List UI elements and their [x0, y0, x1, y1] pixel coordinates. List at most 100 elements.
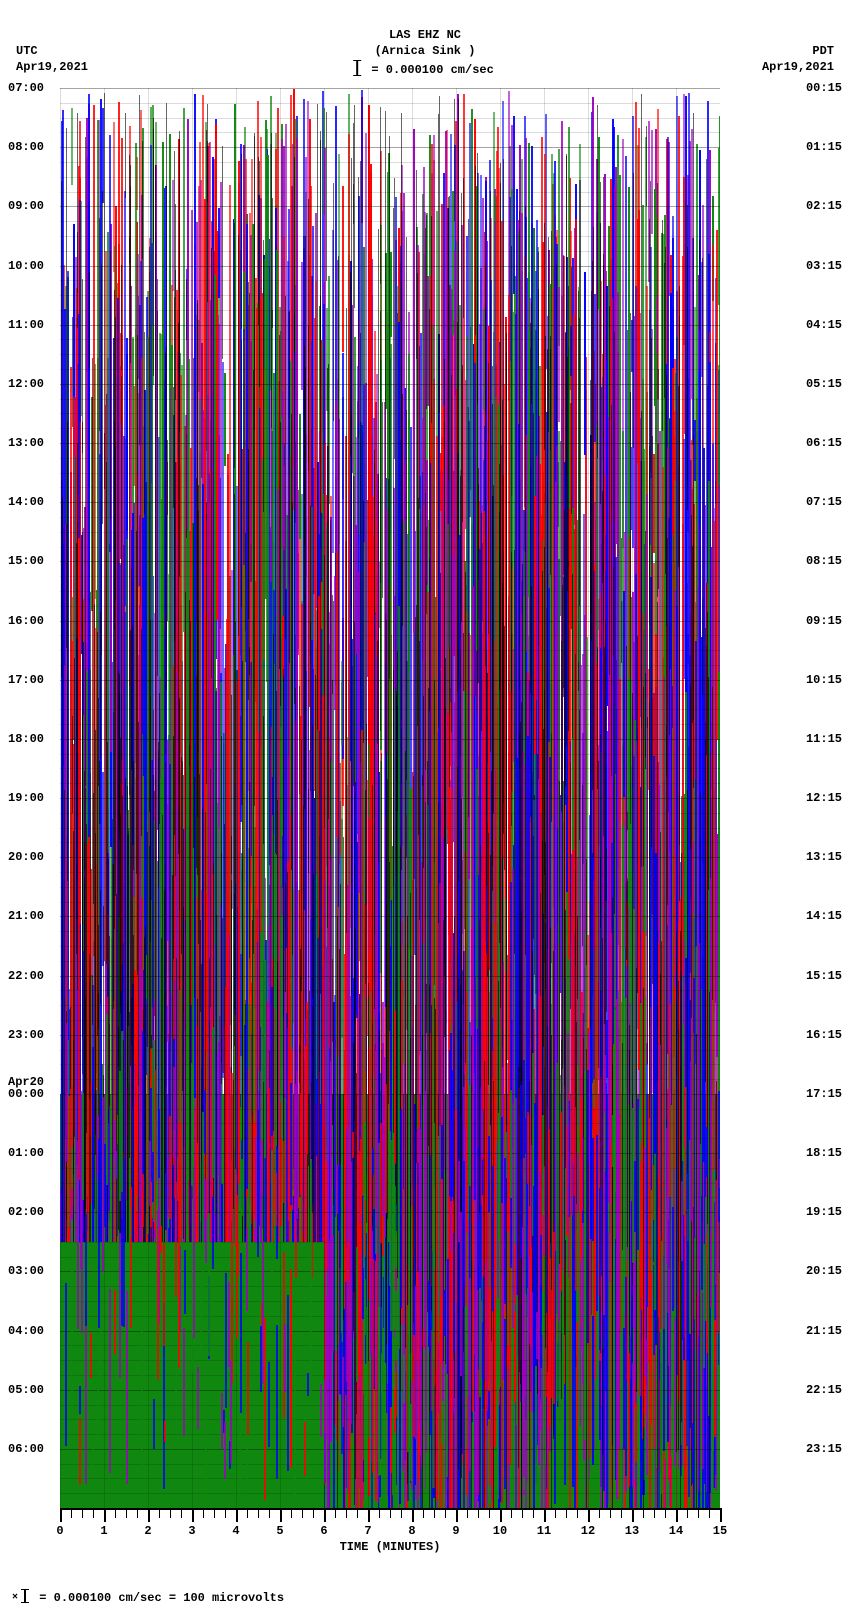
- trace-stroke: [357, 1224, 359, 1246]
- trace-stroke: [469, 1278, 471, 1470]
- trace-stroke: [413, 1335, 415, 1437]
- trace-stroke: [121, 1031, 123, 1193]
- utc-time-label: 00:00: [8, 1088, 44, 1100]
- trace-stroke: [71, 1188, 73, 1220]
- pdt-time-label: 12:15: [806, 792, 842, 804]
- pdt-time-label: 04:15: [806, 319, 842, 331]
- x-tick-label: 8: [408, 1524, 415, 1538]
- trace-stroke: [342, 1357, 344, 1427]
- trace-stroke: [247, 1342, 249, 1434]
- trace-stroke: [129, 1209, 131, 1238]
- trace-stroke: [115, 1151, 117, 1178]
- pdt-time-labels: 00:1501:1502:1503:1504:1505:1506:1507:15…: [792, 88, 842, 1508]
- trace-stroke: [307, 1373, 309, 1396]
- pdt-time-label: 00:15: [806, 82, 842, 94]
- trace-stroke: [212, 1197, 214, 1269]
- trace-stroke: [360, 1139, 362, 1214]
- trace-stroke: [623, 1328, 625, 1449]
- trace-stroke: [665, 1312, 667, 1348]
- trace-stroke: [379, 1475, 381, 1496]
- pdt-time-label: 19:15: [806, 1206, 842, 1218]
- trace-stroke: [92, 1448, 94, 1468]
- scale-indicator-top: = 0.000100 cm/sec: [356, 62, 494, 78]
- trace-stroke: [119, 1233, 121, 1378]
- trace-stroke: [204, 1090, 206, 1154]
- trace-stroke: [114, 1290, 116, 1353]
- trace-stroke: [641, 1142, 643, 1310]
- trace-stroke: [485, 1261, 487, 1381]
- x-tick-label: 12: [581, 1524, 595, 1538]
- utc-time-label: 21:00: [8, 910, 44, 922]
- x-tick-label: 1: [100, 1524, 107, 1538]
- trace-stroke: [97, 1361, 99, 1438]
- trace-stroke: [178, 1170, 180, 1368]
- trace-stroke: [479, 1213, 481, 1288]
- trace-stroke: [520, 1085, 522, 1259]
- trace-stroke: [528, 1257, 530, 1344]
- x-tick-label: 4: [232, 1524, 239, 1538]
- x-tick-label: 11: [537, 1524, 551, 1538]
- trace-stroke: [347, 1242, 349, 1280]
- trace-stroke: [281, 1259, 283, 1399]
- trace-stroke: [310, 1320, 312, 1404]
- trace-stroke: [205, 1179, 207, 1263]
- chart-header: LAS EHZ NC (Arnica Sink ): [0, 28, 850, 59]
- trace-stroke: [287, 1295, 289, 1472]
- trace-stroke: [363, 1197, 365, 1268]
- trace-stroke: [548, 1129, 550, 1263]
- trace-stroke: [646, 1339, 648, 1475]
- x-tick-label: 9: [452, 1524, 459, 1538]
- trace-stroke: [142, 1174, 144, 1226]
- trace-stroke: [268, 1088, 270, 1241]
- x-tick-label: 14: [669, 1524, 683, 1538]
- trace-stroke: [451, 1070, 453, 1197]
- trace-stroke: [235, 1175, 237, 1247]
- trace-stroke: [390, 1140, 392, 1331]
- trace-stroke: [418, 1429, 420, 1456]
- trace-stroke: [540, 1399, 542, 1429]
- trace-stroke: [152, 1152, 154, 1202]
- trace-stroke: [336, 1165, 338, 1214]
- pdt-time-label: 05:15: [806, 378, 842, 390]
- tz-right-name: PDT: [762, 44, 834, 60]
- pdt-time-label: 21:15: [806, 1325, 842, 1337]
- timezone-right: PDT Apr19,2021: [762, 44, 834, 75]
- trace-stroke: [560, 1112, 562, 1291]
- utc-time-label: 01:00: [8, 1147, 44, 1159]
- utc-time-label: 12:00: [8, 378, 44, 390]
- pdt-time-label: 01:15: [806, 141, 842, 153]
- trace-stroke: [429, 1322, 431, 1355]
- trace-stroke: [160, 1226, 162, 1253]
- trace-stroke: [339, 1165, 341, 1269]
- trace-stroke: [658, 1176, 660, 1317]
- utc-time-label: 14:00: [8, 496, 44, 508]
- trace-stroke: [603, 1315, 605, 1490]
- trace-stroke: [489, 1288, 491, 1486]
- trace-stroke: [382, 1043, 384, 1215]
- pdt-time-label: 13:15: [806, 851, 842, 863]
- trace-stroke: [510, 1090, 512, 1198]
- utc-time-labels: 07:0008:0009:0010:0011:0012:0013:0014:00…: [8, 88, 58, 1508]
- trace-stroke: [173, 1067, 175, 1158]
- utc-time-label: 06:00: [8, 1443, 44, 1455]
- trace-stroke: [660, 1329, 662, 1494]
- trace-stroke: [81, 1182, 83, 1333]
- seismogram-plot: [60, 88, 720, 1508]
- trace-stroke: [536, 1312, 538, 1359]
- trace-stroke: [225, 1273, 227, 1409]
- trace-stroke: [672, 1207, 674, 1311]
- trace-stroke: [525, 1118, 527, 1155]
- trace-stroke: [706, 1127, 708, 1177]
- timezone-left: UTC Apr19,2021: [16, 44, 88, 75]
- trace-stroke: [635, 1404, 637, 1461]
- trace-stroke: [580, 1098, 582, 1260]
- pdt-time-label: 16:15: [806, 1029, 842, 1041]
- trace-stroke: [142, 1031, 144, 1194]
- utc-time-label: 03:00: [8, 1265, 44, 1277]
- trace-stroke: [230, 1361, 232, 1462]
- utc-time-label: 04:00: [8, 1325, 44, 1337]
- pdt-time-label: 03:15: [806, 260, 842, 272]
- trace-stroke: [718, 1091, 720, 1222]
- trace-stroke: [687, 1241, 689, 1361]
- trace-stroke: [385, 1084, 387, 1213]
